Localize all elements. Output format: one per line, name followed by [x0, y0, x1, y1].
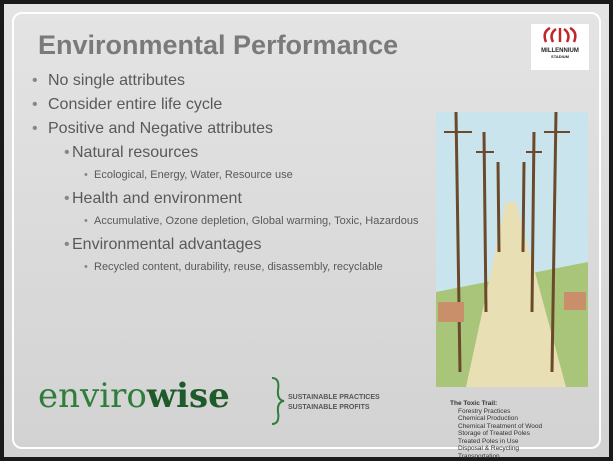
bullet: Health and environment [26, 190, 446, 208]
logo: MILLENNIUM STADIUM [531, 24, 589, 70]
illustration [436, 112, 588, 387]
brand-text: wise [147, 376, 230, 416]
caption-item: Treated Poles in Use [450, 438, 542, 446]
caption-item: Forestry Practices [450, 408, 542, 416]
tagline-line: SUSTAINABLE PRACTICES [288, 393, 380, 403]
brace [270, 376, 286, 426]
tagline: SUSTAINABLE PRACTICES SUSTAINABLE PROFIT… [288, 393, 380, 413]
bullet: Ecological, Energy, Water, Resource use [26, 168, 446, 183]
logo-line: STADIUM [531, 54, 589, 59]
caption-item: Transportation [450, 453, 542, 461]
bullet: Accumulative, Ozone depletion, Global wa… [26, 214, 446, 229]
bullet: Environmental advantages [26, 236, 446, 254]
caption-item: Chemical Production [450, 415, 542, 423]
logo-mark [540, 24, 580, 46]
caption-title: The Toxic Trail: [450, 400, 542, 408]
caption-item: Storage of Treated Poles [450, 430, 542, 438]
caption-item: Chemical Treatment of Wood [450, 423, 542, 431]
tagline-line: SUSTAINABLE PROFITS [288, 403, 380, 413]
bullet: No single attributes [26, 72, 446, 90]
bullet-list: No single attributes Consider entire life… [26, 72, 446, 282]
slide-title: Environmental Performance [38, 30, 398, 61]
page: Environmental Performance MILLENNIUM STA… [0, 0, 613, 461]
brand-text: enviro [38, 376, 147, 416]
slide: Environmental Performance MILLENNIUM STA… [4, 4, 609, 457]
bullet: Recycled content, durability, reuse, dis… [26, 260, 446, 275]
brand-logo: envirowise [38, 376, 230, 416]
bullet: Natural resources [26, 144, 446, 162]
caption-item: Disposal & Recycling [450, 445, 542, 453]
bullet: Positive and Negative attributes [26, 120, 446, 138]
bullet: Consider entire life cycle [26, 96, 446, 114]
